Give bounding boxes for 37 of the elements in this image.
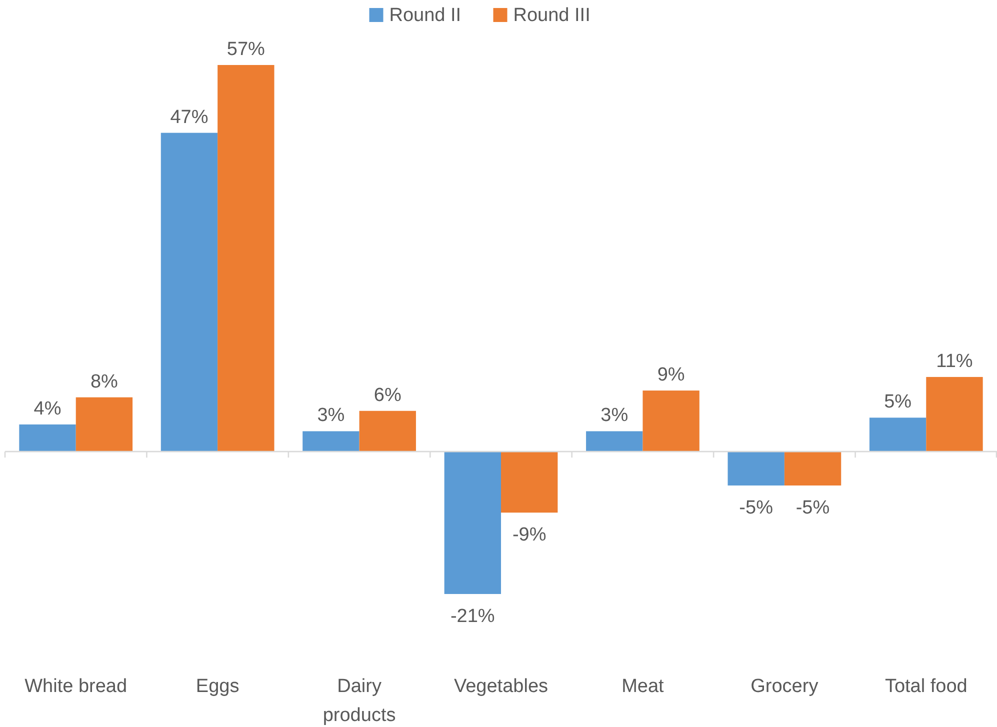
bar xyxy=(586,431,643,452)
data-label: 6% xyxy=(374,384,402,406)
data-label: 57% xyxy=(226,39,266,60)
bar xyxy=(302,431,360,452)
bar xyxy=(76,397,133,452)
bar xyxy=(160,132,218,452)
data-label: -5% xyxy=(796,497,830,518)
x-tick-label: Eggs xyxy=(196,676,240,697)
data-label: 3% xyxy=(317,405,345,426)
data-label: 11% xyxy=(936,350,973,372)
data-label: -9% xyxy=(512,524,546,546)
bar xyxy=(784,452,842,486)
legend-label: Round II xyxy=(389,5,462,26)
bar xyxy=(218,65,274,452)
data-label: -5% xyxy=(739,497,774,518)
x-tick-label: Vegetables xyxy=(454,676,548,697)
x-tick-label: Dairy products xyxy=(322,676,396,726)
bar xyxy=(728,452,784,486)
legend-label: Round III xyxy=(513,5,590,26)
bar xyxy=(642,390,700,452)
data-label: -21% xyxy=(450,606,495,627)
bar xyxy=(501,452,558,513)
data-label: 3% xyxy=(600,405,628,426)
bar xyxy=(444,452,501,594)
data-label: 4% xyxy=(34,398,62,420)
data-label: 8% xyxy=(90,371,118,392)
data-label: 47% xyxy=(170,106,208,128)
bar xyxy=(926,376,983,452)
x-tick-label: Total food xyxy=(884,676,968,697)
x-tick-label: Meat xyxy=(622,676,665,697)
x-tick-label: White bread xyxy=(24,676,128,697)
data-label: 9% xyxy=(657,364,685,386)
bar xyxy=(359,410,416,452)
bar xyxy=(19,424,76,452)
data-label: 5% xyxy=(884,392,912,413)
x-tick-label: Grocery xyxy=(750,676,819,697)
bar xyxy=(869,418,926,452)
